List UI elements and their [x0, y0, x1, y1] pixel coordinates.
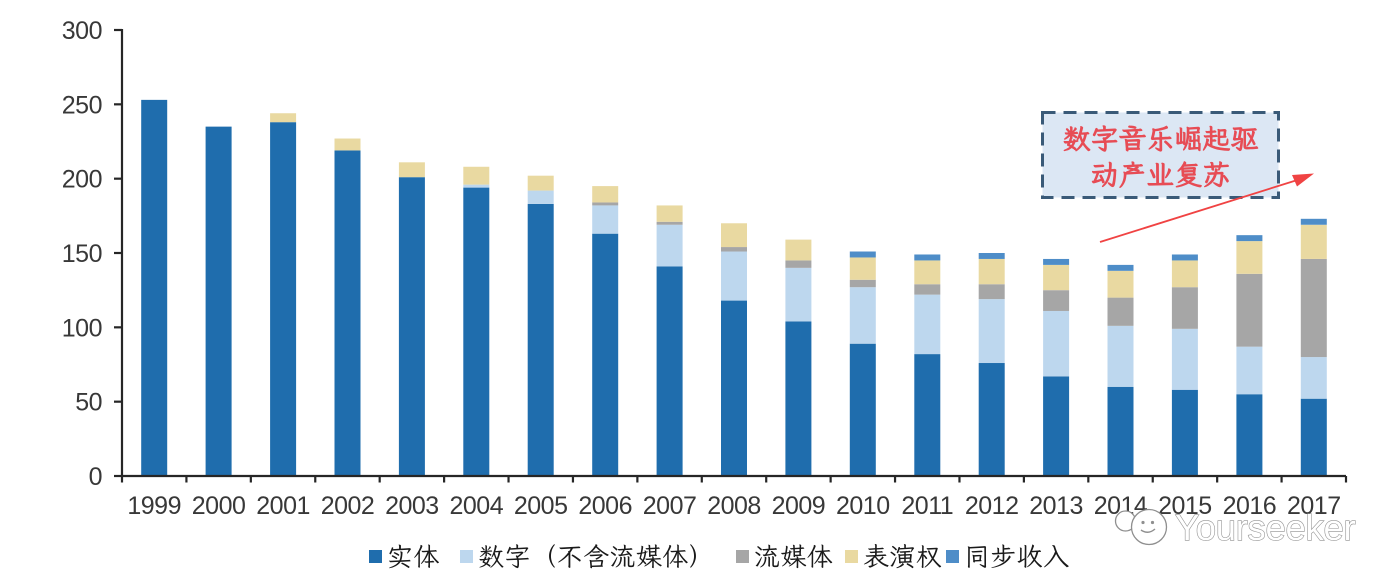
svg-text:2002: 2002 — [321, 492, 375, 520]
svg-text:2008: 2008 — [707, 492, 761, 520]
svg-text:2013: 2013 — [1029, 492, 1083, 520]
svg-text:2003: 2003 — [385, 492, 439, 520]
svg-text:Yourseeker: Yourseeker — [1175, 507, 1355, 548]
svg-text:150: 150 — [62, 240, 102, 268]
svg-text:2011: 2011 — [901, 492, 953, 520]
svg-text:2004: 2004 — [449, 492, 503, 520]
svg-text:250: 250 — [62, 91, 102, 119]
svg-text:1999: 1999 — [127, 492, 181, 520]
svg-text:2012: 2012 — [965, 492, 1019, 520]
svg-text:50: 50 — [75, 389, 102, 417]
svg-text:300: 300 — [62, 17, 102, 45]
svg-text:2005: 2005 — [514, 492, 568, 520]
svg-text:2009: 2009 — [772, 492, 826, 520]
svg-text:2010: 2010 — [836, 492, 890, 520]
svg-text:2015: 2015 — [1158, 492, 1212, 520]
svg-text:2000: 2000 — [192, 492, 246, 520]
svg-text:2007: 2007 — [643, 492, 697, 520]
svg-text:2017: 2017 — [1287, 492, 1341, 520]
svg-text:2016: 2016 — [1223, 492, 1277, 520]
svg-text:200: 200 — [62, 166, 102, 194]
svg-text:0: 0 — [89, 463, 102, 491]
svg-text:2001: 2001 — [256, 492, 310, 520]
svg-text:100: 100 — [62, 314, 102, 342]
svg-text:2006: 2006 — [578, 492, 632, 520]
